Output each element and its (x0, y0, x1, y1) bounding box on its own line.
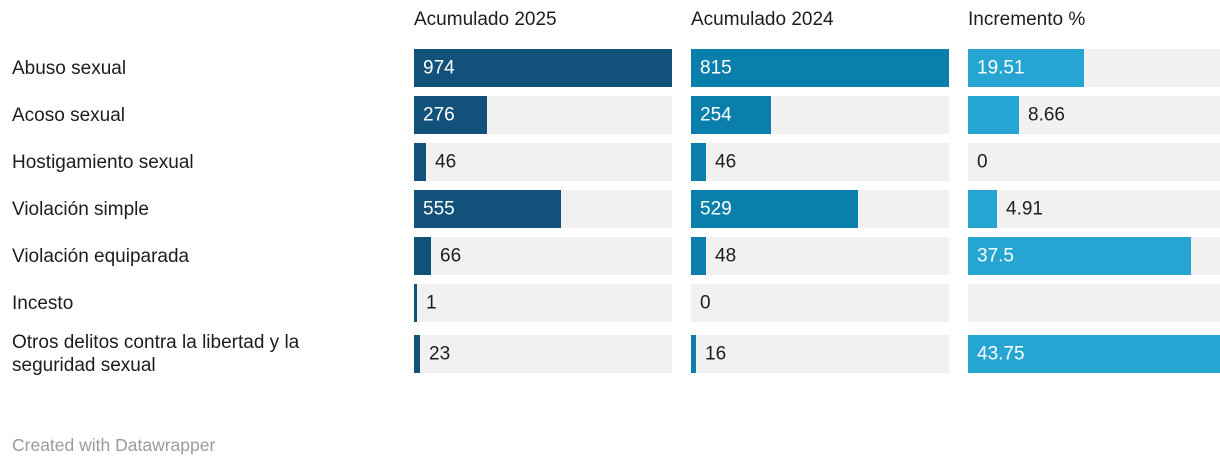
bar-value-label: 16 (705, 343, 727, 365)
bar-value-label: 276 (423, 104, 455, 126)
row-label: Violación equiparada (12, 245, 190, 267)
bar-value-label: 529 (700, 198, 732, 220)
column-header-increment: Incremento % (968, 9, 1086, 30)
bar-acc2024 (691, 143, 706, 181)
datawrapper-credit: Created with Datawrapper (12, 435, 216, 455)
bar-track-acc2024: 16 (691, 335, 949, 373)
bar-acc2025 (414, 96, 488, 134)
bar-increment (968, 335, 1220, 373)
bar-acc2024 (691, 96, 772, 134)
bar-track-increment: 4.91 (968, 190, 1220, 228)
row-label: Acoso sexual (12, 104, 126, 126)
chart-row: Acoso sexual 276 254 8.66 (12, 96, 1220, 134)
bar-acc2025 (414, 49, 672, 87)
bar-track-increment: 19.51 (968, 49, 1220, 87)
bar-track-acc2025: 46 (414, 143, 672, 181)
bar-increment (968, 96, 1020, 134)
bar-acc2025 (414, 335, 421, 373)
bar-track-acc2025: 23 (414, 335, 672, 373)
bar-track-increment (968, 284, 1220, 322)
bar-value-label: 37.5 (977, 245, 1014, 267)
bar-value-label: 1 (426, 292, 437, 314)
chart-rows: Abuso sexual 974 815 19.51 Acoso sexual 276 25… (12, 49, 1220, 377)
bar-value-label: 555 (423, 198, 455, 220)
bar-acc2024 (691, 49, 949, 87)
bar-track-increment: 43.75 (968, 335, 1220, 373)
row-label: Violación simple (12, 198, 149, 220)
bar-track-acc2025: 276 (414, 96, 672, 134)
bar-value-label: 8.66 (1028, 104, 1065, 126)
column-header-acc2025: Acumulado 2025 (414, 9, 557, 30)
chart-row: Otros delitos contra la libertad y la se… (12, 331, 1220, 377)
chart-row: Incesto 1 0 (12, 284, 1220, 322)
bar-track-acc2024: 254 (691, 96, 949, 134)
chart-row: Abuso sexual 974 815 19.51 (12, 49, 1220, 87)
bar-acc2024 (691, 237, 707, 275)
bar-track-acc2025: 974 (414, 49, 672, 87)
bar-value-label: 4.91 (1006, 198, 1043, 220)
bar-value-label: 0 (700, 292, 711, 314)
bar-value-label: 43.75 (977, 343, 1025, 365)
bar-value-label: 254 (700, 104, 732, 126)
bar-track-acc2024: 46 (691, 143, 949, 181)
bar-track-acc2025: 1 (414, 284, 672, 322)
bar-track-acc2025: 66 (414, 237, 672, 275)
bar-acc2025 (414, 190, 561, 228)
bar-value-label: 23 (429, 343, 451, 365)
bar-track-increment: 0 (968, 143, 1220, 181)
bar-acc2024 (691, 190, 859, 228)
bar-value-label: 46 (715, 151, 737, 173)
bar-acc2025 (414, 237, 432, 275)
bar-value-label: 0 (977, 151, 988, 173)
bar-track-acc2024: 529 (691, 190, 949, 228)
bar-increment (968, 237, 1191, 275)
bar-track-increment: 8.66 (968, 96, 1220, 134)
bar-track-increment: 37.5 (968, 237, 1220, 275)
bar-track-acc2025: 555 (414, 190, 672, 228)
row-label: Otros delitos contra la libertad y la se… (12, 332, 300, 376)
row-label: Incesto (12, 292, 74, 314)
bar-track-acc2024: 0 (691, 284, 949, 322)
bar-track-acc2024: 48 (691, 237, 949, 275)
chart-row: Violación simple 555 529 4.91 (12, 190, 1220, 228)
bar-value-label: 19.51 (977, 57, 1025, 79)
bar-increment (968, 49, 1084, 87)
row-label: Hostigamiento sexual (12, 151, 194, 173)
chart-row: Hostigamiento sexual 46 46 0 (12, 143, 1220, 181)
bar-acc2025 (414, 284, 417, 322)
bar-value-label: 48 (715, 245, 737, 267)
bar-value-label: 815 (700, 57, 732, 79)
column-header-row: Acumulado 2025 Acumulado 2024 Incremento % (12, 0, 1220, 49)
row-label: Abuso sexual (12, 57, 127, 79)
bar-value-label: 46 (435, 151, 457, 173)
bar-acc2025 (414, 143, 427, 181)
column-header-acc2024: Acumulado 2024 (691, 9, 834, 30)
bar-increment (968, 190, 998, 228)
bar-value-label: 974 (423, 57, 455, 79)
bar-value-label: 66 (440, 245, 462, 267)
bar-acc2024 (691, 335, 697, 373)
chart-row: Violación equiparada 66 48 37.5 (12, 237, 1220, 275)
bar-track-acc2024: 815 (691, 49, 949, 87)
